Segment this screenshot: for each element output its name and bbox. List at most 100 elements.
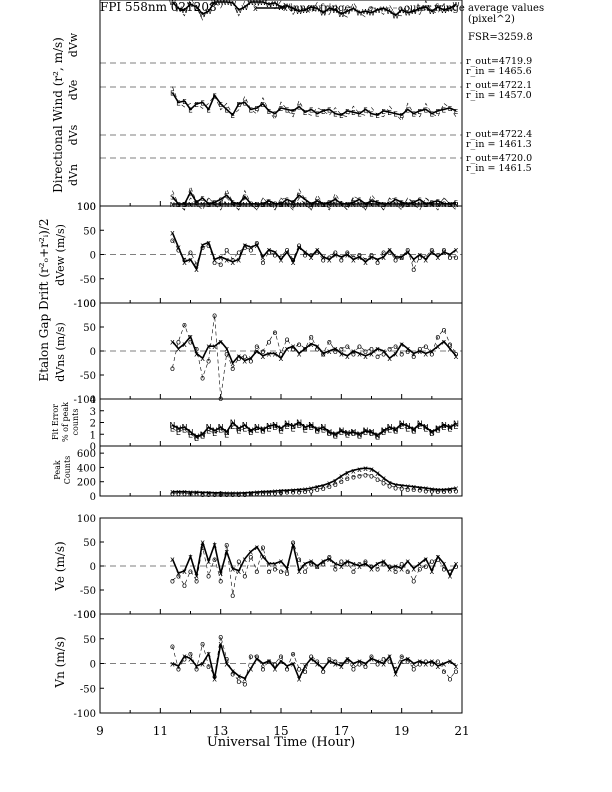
data-point-n: N — [212, 201, 217, 209]
data-point-e: E — [339, 112, 343, 120]
y-tick-label: 100 — [77, 514, 96, 525]
avg-title-1: average values — [468, 3, 544, 14]
y-tick-label: 100 — [77, 202, 96, 213]
legend-inner-marker: x — [253, 4, 258, 13]
data-point-inner-fringe: x — [273, 487, 278, 496]
y-tick-label: 50 — [83, 538, 96, 549]
data-point-e: E — [206, 106, 210, 114]
data-point-inner-fringe: x — [454, 560, 459, 569]
data-point-outer-fringe: o — [279, 488, 284, 497]
data-point-w: W — [344, 8, 351, 16]
data-point-inner-fringe: x — [381, 557, 386, 566]
data-point-inner-fringe: x — [363, 660, 368, 669]
data-point-e: E — [315, 111, 319, 119]
data-point-inner-fringe: x — [254, 347, 259, 356]
data-point-n: N — [381, 201, 386, 209]
data-point-inner-fringe: x — [212, 255, 217, 264]
data-point-outer-fringe: o — [387, 248, 392, 257]
data-point-e: E — [381, 428, 386, 437]
data-point-inner-fringe: x — [285, 662, 290, 671]
data-point-e: E — [291, 424, 296, 433]
data-point-n: N — [333, 201, 338, 209]
data-point-inner-fringe: x — [357, 253, 362, 262]
data-point-inner-fringe: x — [303, 248, 308, 257]
data-point-inner-fringe: x — [381, 253, 386, 262]
data-point-outer-fringe: o — [387, 345, 392, 354]
data-point-inner-fringe: x — [303, 485, 308, 494]
data-point-inner-fringe: x — [393, 562, 398, 571]
data-point-inner-fringe: x — [375, 345, 380, 354]
data-point-outer-fringe: o — [321, 255, 326, 264]
data-point-e: E — [369, 429, 374, 438]
y-tick-label: 0 — [90, 347, 96, 358]
data-point-n: N — [206, 201, 211, 209]
data-point-inner-fringe: x — [248, 548, 253, 557]
data-point-outer-fringe: o — [417, 486, 422, 495]
data-point-s: S — [309, 201, 314, 209]
series-line-inner-fringe — [172, 467, 457, 494]
data-point-outer-fringe: o — [309, 333, 314, 342]
data-point-inner-fringe: x — [369, 655, 374, 664]
data-point-outer-fringe: o — [333, 347, 338, 356]
data-point-inner-fringe: x — [411, 483, 416, 492]
data-point-inner-fringe: x — [327, 555, 332, 564]
data-point-inner-fringe: x — [333, 251, 338, 260]
data-point-inner-fringe: x — [351, 466, 356, 475]
data-point-n: N — [429, 428, 435, 437]
data-point-inner-fringe: x — [182, 340, 187, 349]
data-point-outer-fringe: o — [266, 489, 271, 498]
data-point-e: E — [405, 424, 410, 433]
data-point-inner-fringe: x — [387, 478, 392, 487]
data-point-outer-fringe: o — [176, 246, 181, 255]
data-point-inner-fringe: x — [291, 486, 296, 495]
data-point-e: E — [333, 431, 338, 440]
data-point-n: N — [387, 201, 392, 209]
data-point-n: N — [272, 421, 278, 430]
data-point-outer-fringe: o — [297, 241, 302, 250]
data-point-inner-fringe: x — [291, 342, 296, 351]
data-point-inner-fringe: x — [170, 488, 175, 497]
data-point-n: N — [303, 201, 308, 209]
data-point-e: E — [417, 422, 422, 431]
data-point-inner-fringe: x — [297, 567, 302, 576]
data-point-inner-fringe: x — [188, 655, 193, 664]
data-point-outer-fringe: o — [248, 490, 253, 499]
data-point-w: W — [332, 7, 339, 15]
data-point-inner-fringe: x — [429, 248, 434, 257]
data-point-w: W — [308, 4, 315, 12]
data-point-e: E — [248, 428, 253, 437]
data-point-inner-fringe: x — [448, 572, 453, 581]
data-point-inner-fringe: x — [182, 488, 187, 497]
data-point-inner-fringe: x — [429, 567, 434, 576]
data-point-inner-fringe: x — [261, 352, 266, 361]
data-point-w: W — [290, 5, 297, 13]
data-point-e: E — [447, 424, 452, 433]
data-point-n: N — [206, 423, 212, 432]
data-point-inner-fringe: x — [321, 349, 326, 358]
avg-rout-3: r_out=4722.4 — [466, 129, 532, 140]
data-point-outer-fringe: o — [333, 657, 338, 666]
data-point-outer-fringe: o — [393, 664, 398, 673]
data-point-e: E — [285, 106, 289, 114]
x-axis-label: Universal Time (Hour) — [207, 735, 355, 750]
data-point-outer-fringe: o — [285, 246, 290, 255]
avg-rin-2: r_in = 1457.0 — [466, 90, 532, 101]
ylabel-etalon-gap: Etalon Gap Drift (r²ₒ+r²ᵢ)/2 — [37, 218, 51, 381]
data-point-outer-fringe: o — [297, 487, 302, 496]
y-tick-label: 0 — [90, 492, 96, 503]
data-point-e: E — [176, 428, 181, 437]
data-point-n: N — [254, 423, 260, 432]
data-point-w: W — [314, 5, 321, 13]
data-point-e: E — [405, 106, 409, 114]
data-point-outer-fringe: o — [345, 560, 350, 569]
data-point-outer-fringe: o — [381, 560, 386, 569]
data-point-s: S — [170, 194, 175, 202]
data-point-outer-fringe: o — [423, 486, 428, 495]
data-point-s: S — [279, 201, 284, 209]
data-point-inner-fringe: x — [218, 489, 223, 498]
data-point-inner-fringe: x — [375, 560, 380, 569]
data-point-outer-fringe: o — [315, 485, 320, 494]
data-point-inner-fringe: x — [188, 488, 193, 497]
data-point-s: S — [369, 198, 374, 206]
data-point-e: E — [254, 426, 259, 435]
